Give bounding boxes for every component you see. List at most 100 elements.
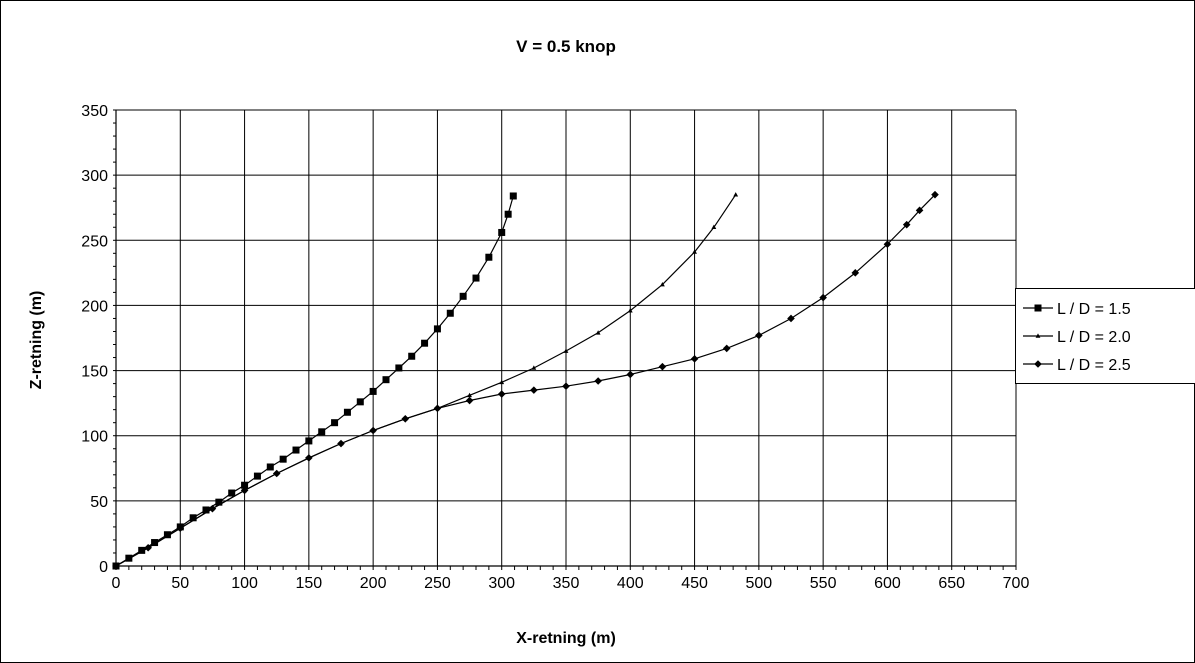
data-point	[595, 330, 601, 335]
x-tick-label: 400	[617, 575, 644, 592]
data-point	[305, 454, 313, 462]
data-point	[240, 486, 249, 495]
data-point	[692, 249, 697, 254]
y-tick-label: 350	[81, 103, 108, 120]
x-tick-label: 350	[553, 575, 580, 592]
data-point	[733, 192, 739, 197]
data-point	[395, 364, 403, 372]
x-tick-label: 300	[488, 575, 515, 592]
data-point	[530, 386, 538, 394]
data-point	[266, 463, 274, 471]
data-point	[331, 419, 339, 427]
y-tick-label: 50	[90, 494, 108, 511]
x-tick-label: 100	[231, 575, 258, 592]
data-point	[305, 437, 313, 445]
y-tick-label: 150	[81, 364, 108, 381]
data-point	[253, 472, 261, 480]
data-point	[112, 562, 120, 570]
data-point	[151, 539, 159, 547]
legend-label: L / D = 2.0	[1057, 329, 1131, 346]
data-point	[497, 390, 506, 398]
x-tick-label: 0	[112, 575, 121, 592]
x-tick-label: 200	[360, 575, 387, 592]
data-point	[272, 469, 281, 478]
data-point	[189, 514, 197, 522]
x-tick-label: 50	[171, 575, 189, 592]
data-point	[658, 362, 667, 371]
y-tick-label: 0	[99, 559, 108, 576]
data-point	[369, 426, 377, 435]
data-point	[318, 428, 326, 436]
y-tick-label: 300	[81, 168, 108, 185]
legend-entry: L / D = 2.0	[1023, 329, 1131, 346]
data-point	[467, 392, 472, 398]
x-tick-label: 450	[681, 575, 708, 592]
data-point	[228, 489, 236, 497]
data-point	[433, 404, 442, 413]
y-tick-label: 250	[81, 233, 108, 250]
x-tick-label: 600	[874, 575, 901, 592]
data-point	[562, 382, 570, 391]
data-point	[215, 498, 223, 506]
legend-entry: L / D = 2.5	[1023, 357, 1131, 374]
data-point	[459, 292, 467, 300]
y-tick-label: 200	[81, 298, 108, 315]
x-tick-label: 150	[296, 575, 323, 592]
data-point	[369, 387, 377, 395]
data-point	[343, 408, 351, 416]
legend-entry: L / D = 1.5	[1023, 301, 1131, 318]
series-3	[112, 190, 939, 570]
data-point	[755, 331, 763, 340]
data-point	[851, 269, 860, 277]
x-axis-title: X-retning (m)	[516, 630, 616, 647]
legend-marker	[1035, 333, 1041, 338]
chart-title: V = 0.5 knop	[516, 37, 616, 56]
x-tick-label: 550	[810, 575, 837, 592]
data-point	[408, 352, 416, 360]
data-point	[915, 206, 924, 215]
y-tick-label: 100	[81, 429, 108, 446]
data-point	[626, 370, 635, 379]
data-point	[498, 228, 506, 236]
data-point	[690, 355, 699, 363]
data-point	[509, 192, 517, 200]
data-point	[163, 531, 171, 539]
data-point	[722, 344, 731, 353]
data-point	[883, 240, 892, 248]
data-point	[202, 506, 210, 514]
data-point	[421, 339, 429, 347]
data-point	[356, 398, 364, 406]
x-tick-label: 650	[938, 575, 965, 592]
series-line	[115, 194, 936, 567]
y-axis-title: Z-retning (m)	[28, 291, 45, 390]
data-point	[446, 309, 454, 317]
legend-label: L / D = 2.5	[1057, 357, 1131, 374]
data-point	[531, 365, 537, 370]
data-point	[627, 308, 633, 313]
x-tick-label: 700	[1003, 575, 1030, 592]
data-point	[711, 224, 717, 230]
data-point	[465, 396, 474, 405]
data-point	[208, 504, 217, 513]
data-point	[138, 546, 146, 554]
legend-label: L / D = 1.5	[1057, 301, 1131, 318]
data-point	[485, 253, 493, 261]
data-point	[819, 293, 827, 302]
data-point	[382, 376, 390, 384]
data-point	[472, 274, 480, 282]
data-point	[337, 439, 345, 448]
data-point	[504, 210, 512, 218]
data-point	[787, 314, 795, 323]
x-tick-label: 250	[424, 575, 451, 592]
data-point	[931, 190, 939, 199]
data-point	[292, 446, 300, 454]
data-point	[176, 524, 185, 533]
data-point	[144, 543, 152, 552]
legend-marker	[1034, 304, 1042, 312]
data-point	[594, 377, 602, 385]
data-point	[902, 220, 911, 229]
data-point	[401, 414, 410, 423]
data-point	[660, 281, 665, 287]
data-point	[499, 379, 505, 385]
